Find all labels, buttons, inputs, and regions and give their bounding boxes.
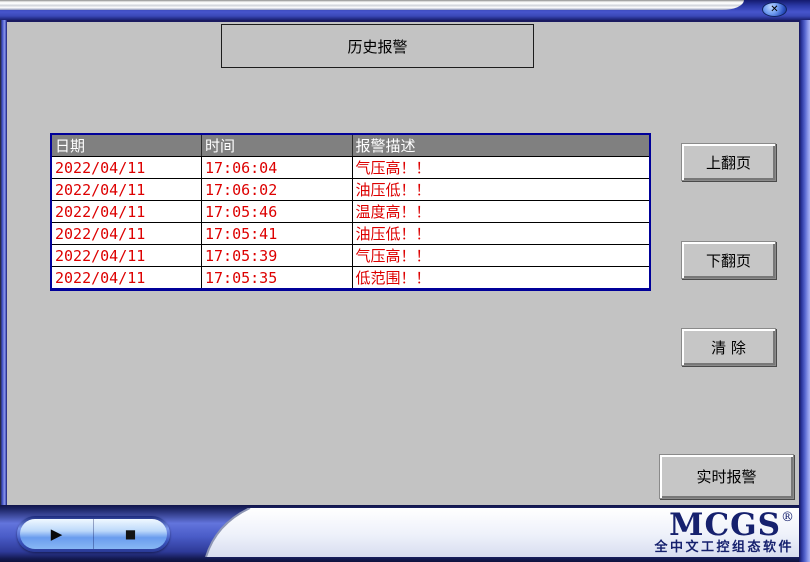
page-title: 历史报警 xyxy=(347,37,408,56)
cell-time: 17:05:35 xyxy=(201,266,353,290)
brand-subtitle: 全中文工控组态软件 xyxy=(654,540,794,555)
titlebar-silver-swoosh xyxy=(0,0,744,10)
cell-date: 2022/04/11 xyxy=(51,266,202,290)
cell-description: 低范围！！ xyxy=(355,269,431,287)
cell-time: 17:05:41 xyxy=(201,222,353,245)
column-header-description: 报警描述 xyxy=(352,134,650,157)
cell-date: 2022/04/11 xyxy=(51,222,202,245)
table-row[interactable]: 2022/04/11 17:05:35 低范围！！ xyxy=(51,266,650,290)
cell-description: 油压低！！ xyxy=(352,178,650,201)
table-row[interactable]: 2022/04/11 17:05:39 气压高！！ xyxy=(51,244,650,267)
column-header-time: 时间 xyxy=(201,134,353,157)
brand-name: MCGS xyxy=(669,507,781,543)
play-button[interactable]: ▶ xyxy=(20,519,93,549)
clear-button[interactable]: 清 除 xyxy=(681,328,776,366)
content-area: 历史报警 日期 时间 报警描述 2022/04/11 17:06:04 气压高！… xyxy=(7,20,799,505)
page-down-label: 下翻页 xyxy=(705,251,751,270)
cell-description: 油压低！！ xyxy=(352,222,650,245)
close-button[interactable]: ✕ xyxy=(762,2,787,17)
cell-date: 2022/04/11 xyxy=(51,178,202,201)
player-bar: ▶ ■ MCGS® 全中文工控组态软件 xyxy=(0,505,810,562)
page-up-label: 上翻页 xyxy=(705,153,751,172)
cell-time: 17:06:04 xyxy=(201,156,353,179)
cell-description: 温度高！！ xyxy=(352,200,650,223)
stop-button[interactable]: ■ xyxy=(93,519,167,549)
page-up-button[interactable]: 上翻页 xyxy=(681,143,776,181)
realtime-alarm-label: 实时报警 xyxy=(696,468,757,486)
cell-description: 气压高！！ xyxy=(352,244,650,267)
history-alarm-table: 日期 时间 报警描述 2022/04/11 17:06:04 气压高！！ 202… xyxy=(50,133,651,291)
cell-time: 17:06:02 xyxy=(201,178,353,201)
page-title-box: 历史报警 xyxy=(221,24,534,68)
close-icon: ✕ xyxy=(770,3,779,15)
column-header-date: 日期 xyxy=(51,134,202,157)
stop-icon: ■ xyxy=(124,527,137,541)
page-down-button[interactable]: 下翻页 xyxy=(681,241,776,279)
registered-trademark-icon: ® xyxy=(781,510,794,525)
realtime-alarm-button[interactable]: 实时报警 xyxy=(659,454,794,499)
cell-time: 17:05:46 xyxy=(201,200,353,223)
cell-time: 17:05:39 xyxy=(201,244,353,267)
table-row[interactable]: 2022/04/11 17:06:04 气压高！！ xyxy=(51,156,650,179)
window-left-border xyxy=(0,20,7,505)
cell-date: 2022/04/11 xyxy=(51,156,202,179)
window-right-border xyxy=(799,20,810,562)
table-row[interactable]: 2022/04/11 17:05:41 油压低！！ xyxy=(51,222,650,245)
player-controls: ▶ ■ xyxy=(17,516,170,552)
brand-swoosh-panel xyxy=(205,508,800,557)
table-row[interactable]: 2022/04/11 17:06:02 油压低！！ xyxy=(51,178,650,201)
clear-label: 清 除 xyxy=(711,338,746,357)
table-header-row: 日期 时间 报警描述 xyxy=(51,134,650,157)
mcgs-logo: MCGS® 全中文工控组态软件 xyxy=(654,507,794,555)
table-row[interactable]: 2022/04/11 17:05:46 温度高！！ xyxy=(51,200,650,223)
cell-description: 气压高！！ xyxy=(352,156,650,179)
play-icon: ▶ xyxy=(50,524,63,543)
cell-date: 2022/04/11 xyxy=(51,200,202,223)
cell-date: 2022/04/11 xyxy=(51,244,202,267)
